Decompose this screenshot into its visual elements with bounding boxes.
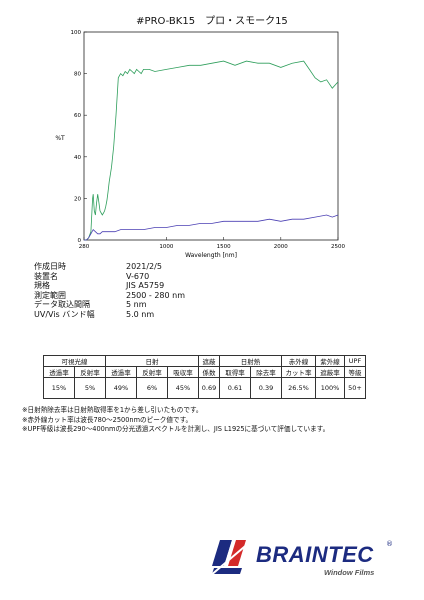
y-tick-label: 40 — [74, 155, 81, 161]
group-solar-heat: 日射熱 — [219, 355, 282, 367]
series-line-transmittance — [84, 60, 339, 241]
logo-mark-icon — [209, 540, 251, 577]
table-header-cell: 係数 — [198, 366, 220, 378]
transmission-chart: 0 20 40 60 80 100 280 1000 1500 2000 2500 %T Wave… — [55, 30, 345, 259]
table-value-cell: 5% — [74, 377, 106, 399]
group-shading: 遮蔽 — [198, 355, 220, 367]
table-header-cell: 反射率 — [74, 366, 106, 378]
group-visible-light: 可視光線 — [43, 355, 106, 367]
x-tick-label: 2500 — [331, 244, 345, 250]
group-upf: UPF — [344, 355, 366, 367]
table-value-cell: 50+ — [344, 377, 366, 399]
meta-value: 2021/2/5 — [126, 262, 162, 271]
meta-label: 作成日時 — [34, 262, 66, 271]
table-header-cell: 遮蔽率 — [315, 366, 345, 378]
y-tick-label: 20 — [74, 196, 81, 202]
table-header-cell: 透過率 — [105, 366, 137, 378]
measurement-info: 作成日時 2021/2/5 装置名 V-670 規格 JIS A5759 測定範囲 2500 … — [34, 262, 185, 319]
table-value-cell: 0.69 — [198, 377, 220, 399]
meta-value: 5.0 nm — [126, 309, 155, 319]
group-infrared: 赤外線 — [281, 355, 316, 367]
plot-frame — [83, 31, 339, 241]
table-header-cell: カット率 — [281, 366, 316, 378]
meta-row: データ取込間隔 5 nm — [34, 300, 185, 310]
meta-value: V-670 — [126, 271, 150, 281]
meta-row: UV/Vis バンド幅 5.0 nm — [34, 310, 185, 320]
table-value-cell: 6% — [136, 377, 168, 399]
meta-row: 作成日時 2021/2/5 — [34, 262, 185, 272]
x-tick-label: 2000 — [274, 244, 288, 250]
table-header-cell: 反射率 — [136, 366, 168, 378]
table-header-cell: 吸収率 — [167, 366, 199, 378]
x-axis-label: Wavelength [nm] — [185, 252, 237, 259]
meta-label: データ取込間隔 — [34, 300, 90, 309]
page-title: #PRO-BK15 プロ・スモーク15 — [136, 16, 288, 27]
meta-value: 2500 - 280 nm — [126, 290, 186, 300]
meta-value: 5 nm — [126, 300, 147, 309]
meta-label: 規格 — [34, 281, 50, 290]
table-value-cell: 26.5% — [281, 377, 316, 399]
note-line: ※日射熱除去率は日射熱取得率を1から差し引いたものです。 — [22, 406, 203, 414]
meta-label: 測定範囲 — [34, 290, 66, 300]
table-value-cell: 15% — [43, 377, 75, 399]
logo-registered: ® — [386, 540, 393, 548]
y-tick-label: 0 — [78, 238, 82, 244]
table-header-cell: 透過率 — [43, 366, 75, 378]
meta-row: 装置名 V-670 — [34, 272, 185, 282]
y-tick-label: 80 — [74, 72, 81, 78]
logo-brand: BRAINTEC — [256, 542, 374, 567]
x-tick-label: 1000 — [159, 244, 173, 250]
meta-value: JIS A5759 — [126, 281, 165, 290]
table-header-cell: 除去率 — [250, 366, 282, 378]
meta-label: UV/Vis バンド幅 — [34, 309, 95, 319]
x-tick-label: 1500 — [217, 244, 231, 250]
x-tick-label: 280 — [79, 244, 90, 250]
note-line: ※UPF等級は波長290〜400nmの分光透過スペクトルを計測し、JIS L19… — [22, 425, 330, 434]
note-line: ※赤外線カット率は波長780〜2500nmのピーク値です。 — [22, 415, 193, 424]
table-value-cell: 0.61 — [219, 377, 251, 399]
table-header-cell: 取得率 — [219, 366, 251, 378]
table-header-cell: 等級 — [344, 366, 366, 378]
properties-table: 可視光線 日射 遮蔽 日射熱 赤外線 紫外線 UPF 透過率 反射率 透過率 反射率吸… — [43, 355, 366, 399]
braintec-logo: BRAINTEC ® Window Films — [206, 536, 406, 580]
group-solar: 日射 — [105, 355, 199, 367]
y-tick-label: 100 — [71, 30, 82, 36]
meta-label: 装置名 — [34, 271, 58, 281]
y-tick-label: 60 — [74, 113, 81, 119]
meta-row: 規格 JIS A5759 — [34, 281, 185, 291]
series-line-secondary — [84, 214, 339, 241]
table-value-cell: 100% — [315, 377, 345, 399]
y-axis-label: %T — [55, 135, 65, 142]
meta-row: 測定範囲 2500 - 280 nm — [34, 291, 185, 301]
logo-tagline: Window Films — [324, 568, 375, 577]
notes: ※日射熱除去率は日射熱取得率を1から差し引いたものです。 ※赤外線カット率は波長7… — [22, 406, 329, 435]
table-value-cell: 45% — [167, 377, 199, 399]
table-value-cell: 49% — [105, 377, 137, 399]
table-value-cell: 0.39 — [250, 377, 282, 399]
group-ultraviolet: 紫外線 — [315, 355, 345, 367]
